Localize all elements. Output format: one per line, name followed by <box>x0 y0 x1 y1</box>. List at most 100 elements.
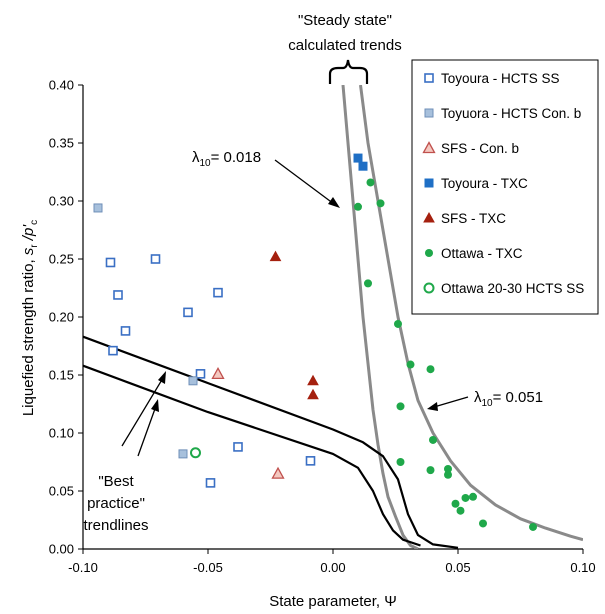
y-axis-title-text: Liquefied strength ratio, <box>20 255 37 416</box>
data-point-series-2 <box>211 366 225 379</box>
best-practice-line2: practice" <box>87 495 145 512</box>
annotation-steady-state-line1: "Steady state" <box>298 12 392 29</box>
data-point-series-5 <box>394 319 402 328</box>
lambda-018-arrow <box>274 159 335 205</box>
legend-label: Toyoura - HCTS SS <box>441 71 560 86</box>
y-axis-title-italic-s: s <box>20 247 37 255</box>
x-tick-label: 0.05 <box>445 560 470 575</box>
lambda-value-2: = 0.051 <box>493 389 543 406</box>
lambda-symbol-1: λ <box>192 149 200 166</box>
best-practice-arrowhead-1 <box>158 371 166 384</box>
legend-label: Ottawa - TXC <box>441 246 523 261</box>
legend-label: SFS - TXC <box>441 211 506 226</box>
y-tick-label: 0.05 <box>49 484 74 499</box>
y-tick-label: 0.15 <box>49 368 74 383</box>
data-point-series-1 <box>188 376 198 386</box>
x-tick-label: 0.10 <box>570 560 595 575</box>
x-tick-label: 0.00 <box>320 560 345 575</box>
best-practice-arrow-1 <box>121 377 164 447</box>
lambda-subscript-1: 10 <box>200 158 212 169</box>
steady-state-curve-018 <box>341 85 419 549</box>
legend-marker <box>425 249 433 257</box>
y-tick-label: 0.25 <box>49 252 74 267</box>
data-point-series-4 <box>307 388 319 400</box>
data-point-series-5 <box>444 464 452 473</box>
legend-marker <box>422 141 436 154</box>
legend-marker <box>424 178 434 188</box>
legend-box <box>411 59 599 315</box>
data-point-series-5 <box>444 470 452 479</box>
data-point-series-0 <box>150 254 161 264</box>
data-point-series-0 <box>113 290 123 300</box>
data-point-series-5 <box>451 499 460 508</box>
data-point-series-3 <box>358 161 368 171</box>
legend-label: Toyuora - HCTS Con. b <box>441 106 581 121</box>
lambda-value-1: = 0.018 <box>211 149 261 166</box>
best-practice-trendline-upper <box>83 335 459 549</box>
best-practice-line1: "Best <box>98 473 134 490</box>
lambda-symbol-2: λ <box>474 389 482 406</box>
data-point-series-5 <box>529 522 537 531</box>
data-point-series-5 <box>406 360 415 369</box>
data-point-series-5 <box>364 279 372 288</box>
y-tick-label: 0.30 <box>49 194 74 209</box>
best-practice-line3: trendlines <box>83 517 148 534</box>
legend-marker <box>424 73 434 83</box>
data-point-series-0 <box>108 345 118 356</box>
lambda-051-label: λ10= 0.051 <box>474 389 543 409</box>
data-point-series-5 <box>461 493 470 502</box>
data-point-series-0 <box>213 287 223 298</box>
trend-curves <box>83 85 583 549</box>
data-point-series-0 <box>183 307 193 318</box>
data-point-series-1 <box>93 203 103 213</box>
steady-state-curve-051 <box>359 85 583 542</box>
data-point-series-4 <box>269 250 282 262</box>
data-point-series-3 <box>353 153 363 163</box>
y-tick-label: 0.40 <box>49 78 74 93</box>
data-point-series-0 <box>205 478 216 488</box>
steady-state-brace <box>328 59 369 84</box>
y-axis-title-p: /p' <box>20 224 37 245</box>
data-point-series-5 <box>396 402 405 411</box>
ticks: 0.00 0.05 0.10 0.15 0.20 0.25 0.30 0.35 0.40 -0.1… <box>49 78 596 576</box>
lambda-051-arrow <box>433 396 469 408</box>
legend-marker <box>423 282 435 294</box>
lambda-018-label: λ10= 0.018 <box>192 149 261 169</box>
x-axis-title: State parameter, Ψ <box>269 593 397 610</box>
annotation-steady-state-line2: calculated trends <box>288 37 401 54</box>
data-point-series-5 <box>469 492 477 501</box>
data-point-series-5 <box>479 519 487 528</box>
legend-label: Toyoura - TXC <box>441 176 528 191</box>
data-point-series-5 <box>396 458 405 466</box>
lambda-subscript-2: 10 <box>482 398 494 409</box>
legend-marker <box>424 108 434 118</box>
data-point-series-5 <box>354 202 362 211</box>
data-point-series-5 <box>426 365 435 374</box>
y-tick-label: 0.10 <box>49 426 74 441</box>
data-point-series-2 <box>271 466 285 479</box>
best-practice-trendline-lower <box>83 364 421 547</box>
data-point-series-5 <box>429 435 437 444</box>
data-point-series-0 <box>120 326 131 336</box>
y-axis-title: Liquefied strength ratio, sr /p'c <box>20 220 40 416</box>
data-point-series-4 <box>307 374 319 386</box>
x-tick-label: -0.10 <box>68 560 98 575</box>
y-axis-title-sub-r: r <box>29 244 40 248</box>
x-tick-label: -0.05 <box>193 560 223 575</box>
y-tick-label: 0.35 <box>49 136 74 151</box>
data-point-series-0 <box>105 257 116 268</box>
lambda-051-arrowhead <box>427 402 438 411</box>
data-point-series-0 <box>233 442 243 452</box>
data-point-series-0 <box>305 456 316 466</box>
best-practice-arrowhead-2 <box>151 399 159 412</box>
data-points <box>93 153 537 531</box>
data-point-series-5 <box>376 199 385 208</box>
y-tick-label: 0.20 <box>49 310 74 325</box>
data-point-series-6 <box>190 447 201 459</box>
legend-label: Ottawa 20-30 HCTS SS <box>441 281 584 296</box>
data-point-series-5 <box>456 506 465 515</box>
data-point-series-1 <box>178 449 188 459</box>
best-practice-arrow-2 <box>137 405 157 457</box>
lambda-018-arrowhead <box>328 197 340 208</box>
